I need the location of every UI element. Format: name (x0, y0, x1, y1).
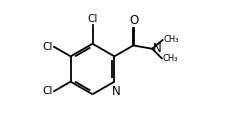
Text: N: N (153, 42, 161, 55)
Text: CH₃: CH₃ (162, 54, 177, 63)
Text: CH₃: CH₃ (163, 35, 178, 44)
Text: N: N (111, 85, 120, 98)
Text: O: O (129, 14, 138, 27)
Text: Cl: Cl (42, 42, 52, 52)
Text: Cl: Cl (42, 86, 52, 96)
Text: Cl: Cl (87, 14, 97, 24)
